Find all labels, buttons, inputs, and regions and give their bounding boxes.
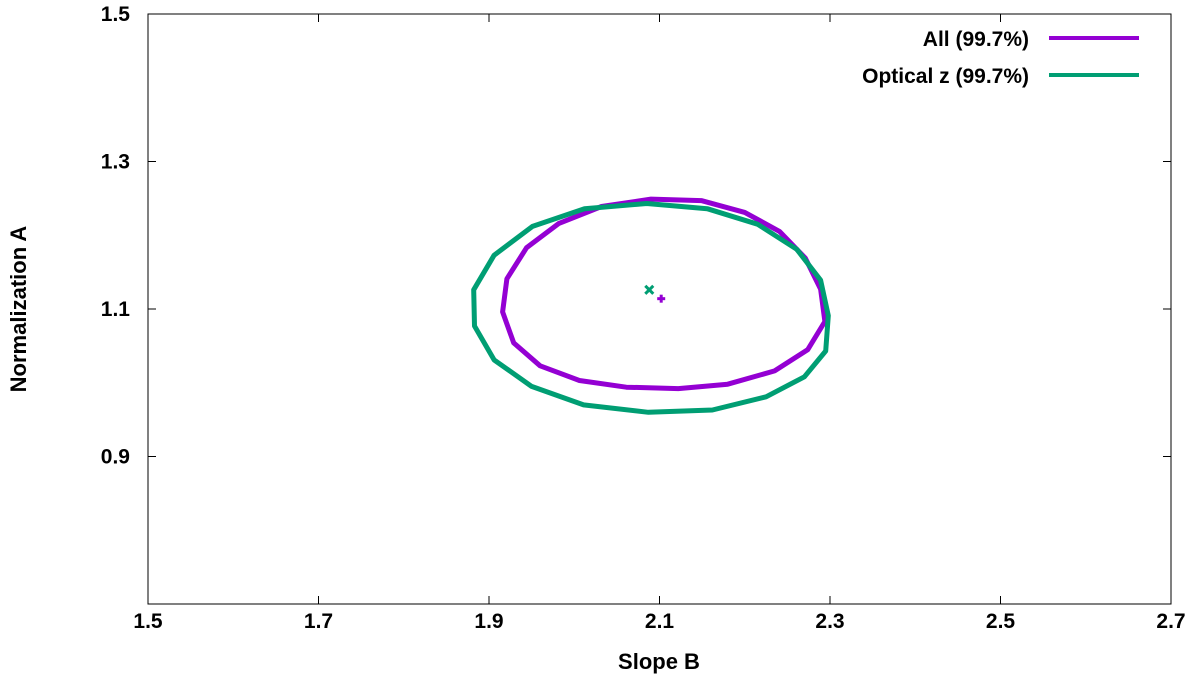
x-tick-label: 1.5 xyxy=(133,610,163,633)
x-axis-title: Slope B xyxy=(618,649,700,674)
x-tick-label: 2.3 xyxy=(815,610,844,633)
tick-labels: 1.5 1.7 1.9 2.1 2.3 2.5 2.7 0.9 1.1 1.3 1.5 xyxy=(101,3,1186,633)
y-tick-label: 1.5 xyxy=(101,3,131,26)
legend: All (99.7%) Optical z (99.7%) xyxy=(862,28,1139,88)
contour-1 xyxy=(471,201,831,415)
x-tick-label: 1.7 xyxy=(304,610,333,633)
series-layer xyxy=(471,196,831,415)
y-tick-label: 0.9 xyxy=(101,446,130,469)
ticks xyxy=(147,13,1172,604)
x-tick-label: 2.1 xyxy=(645,610,675,633)
plot-frame xyxy=(147,13,1172,605)
contour-0 xyxy=(500,196,828,392)
x-tick-label: 2.7 xyxy=(1156,610,1185,633)
best-fit-marker-1 xyxy=(644,284,655,295)
y-tick-label: 1.3 xyxy=(101,151,130,174)
best-fit-marker-0 xyxy=(657,294,666,303)
x-tick-label: 1.9 xyxy=(474,610,503,633)
y-tick-label: 1.1 xyxy=(101,298,131,321)
legend-label-0: All (99.7%) xyxy=(923,28,1029,51)
legend-label-1: Optical z (99.7%) xyxy=(862,65,1029,88)
x-tick-label: 2.5 xyxy=(986,610,1016,633)
y-axis-title: Normalization A xyxy=(6,226,31,393)
